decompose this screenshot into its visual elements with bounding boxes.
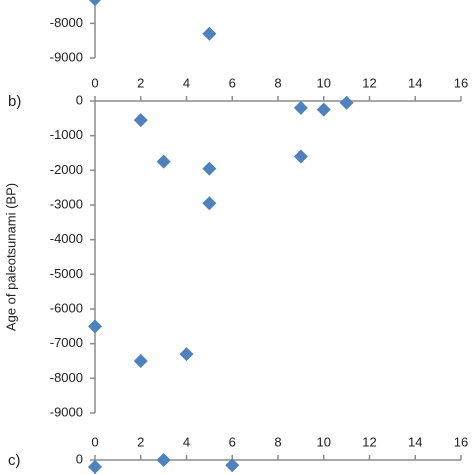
x-tick-label: 16 [454, 434, 468, 449]
x-tick-label: 0 [91, 75, 98, 90]
x-tick-label: 8 [274, 75, 281, 90]
x-tick-label: 0 [91, 434, 98, 449]
x-tick-label: 10 [317, 434, 331, 449]
x-tick-label: 8 [274, 434, 281, 449]
x-tick-label: 2 [137, 434, 144, 449]
point [202, 26, 217, 41]
point [316, 102, 331, 117]
y-tick-label: -3000 [50, 196, 83, 211]
x-tick-label: 6 [229, 75, 236, 90]
y-tick-label: -8000 [50, 370, 83, 385]
x-tick-label: 2 [137, 75, 144, 90]
x-tick-label: 14 [408, 75, 422, 90]
point [179, 347, 194, 362]
x-tick-label: 12 [362, 75, 376, 90]
point [293, 100, 308, 115]
point [133, 113, 148, 128]
point [133, 354, 148, 368]
y-tick-label: -7000 [50, 335, 83, 350]
point [202, 161, 217, 176]
point [156, 154, 171, 169]
y-tick-label: -9000 [50, 49, 83, 64]
x-tick-label: 16 [454, 75, 468, 90]
y-tick-label: -2000 [50, 162, 83, 177]
point [88, 319, 102, 334]
point [339, 95, 354, 110]
point [225, 458, 240, 473]
y-tick-label: -9000 [50, 404, 83, 419]
panel-label: b) [8, 93, 21, 110]
point [293, 149, 308, 164]
y-tick-label: 0 [76, 451, 83, 466]
y-tick-label: 0 [76, 92, 83, 107]
point [156, 453, 171, 467]
y-tick-label: -5000 [50, 266, 83, 281]
point [88, 459, 102, 474]
point [202, 196, 217, 211]
panel-label: c) [8, 452, 21, 469]
x-tick-label: 12 [362, 434, 376, 449]
x-tick-label: 4 [183, 434, 190, 449]
y-tick-label: -4000 [50, 231, 83, 246]
y-tick-label: -6000 [50, 300, 83, 315]
x-tick-label: 6 [229, 434, 236, 449]
x-tick-label: 10 [317, 75, 331, 90]
y-axis-label: Age of paleotsunami (BP) [3, 183, 18, 331]
x-tick-label: 4 [183, 75, 190, 90]
point [88, 0, 102, 7]
x-tick-label: 14 [408, 434, 422, 449]
y-tick-label: -8000 [50, 15, 83, 30]
y-tick-label: -1000 [50, 127, 83, 142]
